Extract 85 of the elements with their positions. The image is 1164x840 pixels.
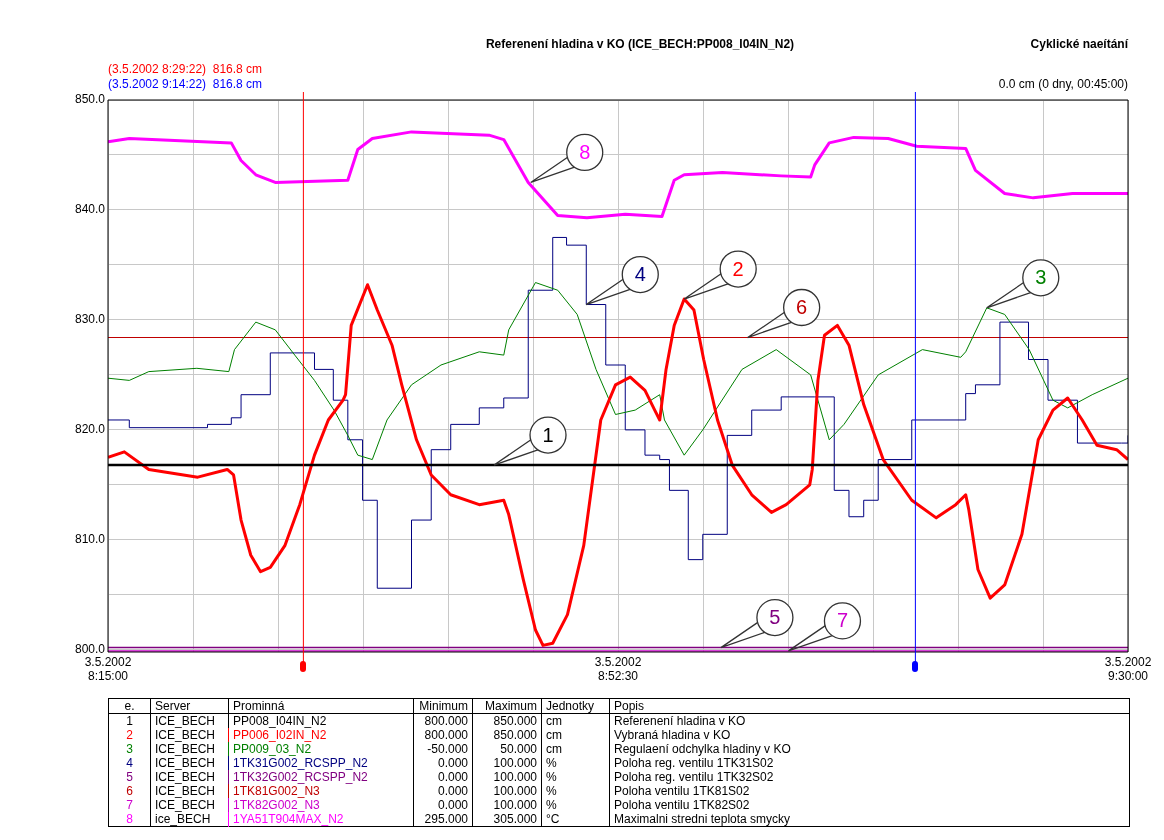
text: Popis <box>609 698 1130 714</box>
legend-label: PP008_I04IN_N2 <box>233 714 327 728</box>
text: 100.000 <box>472 770 542 784</box>
text: Maximum <box>472 698 542 714</box>
legend-label: PP006_I02IN_N2 <box>233 728 327 742</box>
text: % <box>541 756 610 770</box>
y-tick-label: 840.0 <box>74 202 106 217</box>
text: Vybraná hladina v KO <box>609 728 1130 742</box>
legend-label: 1TK31G002_RCSPP_N2 <box>233 756 368 770</box>
text: 0.0 cm (0 dny, 00:45:00) <box>998 77 1128 92</box>
text: 7 <box>108 798 151 812</box>
legend-label: 1TK82G002_N3 <box>233 798 320 812</box>
y-tick-label: 830.0 <box>74 312 106 327</box>
text: Poloha reg. ventilu 1TK32S02 <box>609 770 1130 784</box>
text: ice_BECH <box>150 812 229 827</box>
annotation: 7 <box>836 609 849 632</box>
y-tick-label: 850.0 <box>74 92 106 107</box>
text: 800.000 <box>413 728 473 742</box>
text: 800.000 <box>413 713 473 728</box>
text: 100.000 <box>472 784 542 798</box>
annotation: 2 <box>732 257 744 280</box>
text: % <box>541 770 610 784</box>
text: ICE_BECH <box>150 713 229 728</box>
text: Minimum <box>413 698 473 714</box>
ref-line-label: (3.5.2002 9:14:22) 816.8 cm <box>108 77 263 92</box>
text: Regulaení odchylka hladiny v KO <box>609 742 1130 756</box>
text: 1 <box>108 713 151 728</box>
text: Server <box>150 698 229 714</box>
y-tick-label: 810.0 <box>74 532 106 547</box>
chart-title: Referenení hladina v KO (ICE_BECH:PP008_I04IN_N2) <box>485 37 795 52</box>
annotation: 8 <box>579 140 591 163</box>
text: °C <box>541 812 610 827</box>
text: Jednotky <box>541 698 610 714</box>
text: 2 <box>108 728 151 742</box>
text: % <box>541 798 610 812</box>
x-tick-label: 3.5.2002 8:52:30 <box>594 654 642 683</box>
text: ICE_BECH <box>150 798 229 812</box>
text: 6 <box>108 784 151 798</box>
y-tick-label: 820.0 <box>74 422 106 437</box>
text: Poloha reg. ventilu 1TK31S02 <box>609 756 1130 770</box>
text: 5 <box>108 770 151 784</box>
annotation: 5 <box>769 606 781 629</box>
text: 0.000 <box>413 798 473 812</box>
text: 50.000 <box>472 742 542 756</box>
text: Cyklické naeítání <box>1030 37 1129 52</box>
text: Poloha ventilu 1TK82S02 <box>609 798 1130 812</box>
text: 295.000 <box>413 812 473 827</box>
legend-label: 1TK32G002_RCSPP_N2 <box>233 770 368 784</box>
text: Poloha ventilu 1TK81S02 <box>609 784 1130 798</box>
annotation: 1 <box>542 423 554 446</box>
y-tick-label: 800.0 <box>74 642 106 657</box>
annotation: 4 <box>634 263 646 286</box>
text: 100.000 <box>472 756 542 770</box>
text: cm <box>541 728 610 742</box>
text: 850.000 <box>472 728 542 742</box>
legend-label: 1YA51T904MAX_N2 <box>233 812 344 826</box>
text: 100.000 <box>472 798 542 812</box>
text: Prominná <box>228 698 414 714</box>
text: 4 <box>108 756 151 770</box>
text: % <box>541 784 610 798</box>
text: ICE_BECH <box>150 756 229 770</box>
text: 0.000 <box>413 756 473 770</box>
text: Maximalni stredni teplota smycky <box>609 812 1130 827</box>
annotation: 6 <box>796 296 808 319</box>
text: ICE_BECH <box>150 742 229 756</box>
text: ICE_BECH <box>150 770 229 784</box>
text: ICE_BECH <box>150 728 229 742</box>
text: cm <box>541 742 610 756</box>
text: 3 <box>108 742 151 756</box>
ref-line-label: (3.5.2002 8:29:22) 816.8 cm <box>108 62 263 77</box>
text: -50.000 <box>413 742 473 756</box>
text: 8 <box>108 812 151 827</box>
text: cm <box>541 713 610 728</box>
text: Referenení hladina v KO <box>609 713 1130 728</box>
x-tick-label: 3.5.2002 8:15:00 <box>84 654 132 683</box>
text: ICE_BECH <box>150 784 229 798</box>
legend-label: PP009_03_N2 <box>233 742 312 756</box>
text: e. <box>108 698 151 714</box>
text: 0.000 <box>413 784 473 798</box>
text: 0.000 <box>413 770 473 784</box>
annotation: 3 <box>1035 266 1047 289</box>
text: 850.000 <box>472 713 542 728</box>
text: 305.000 <box>472 812 542 827</box>
x-tick-label: 3.5.2002 9:30:00 <box>1104 654 1152 683</box>
legend-label: 1TK81G002_N3 <box>233 784 320 798</box>
